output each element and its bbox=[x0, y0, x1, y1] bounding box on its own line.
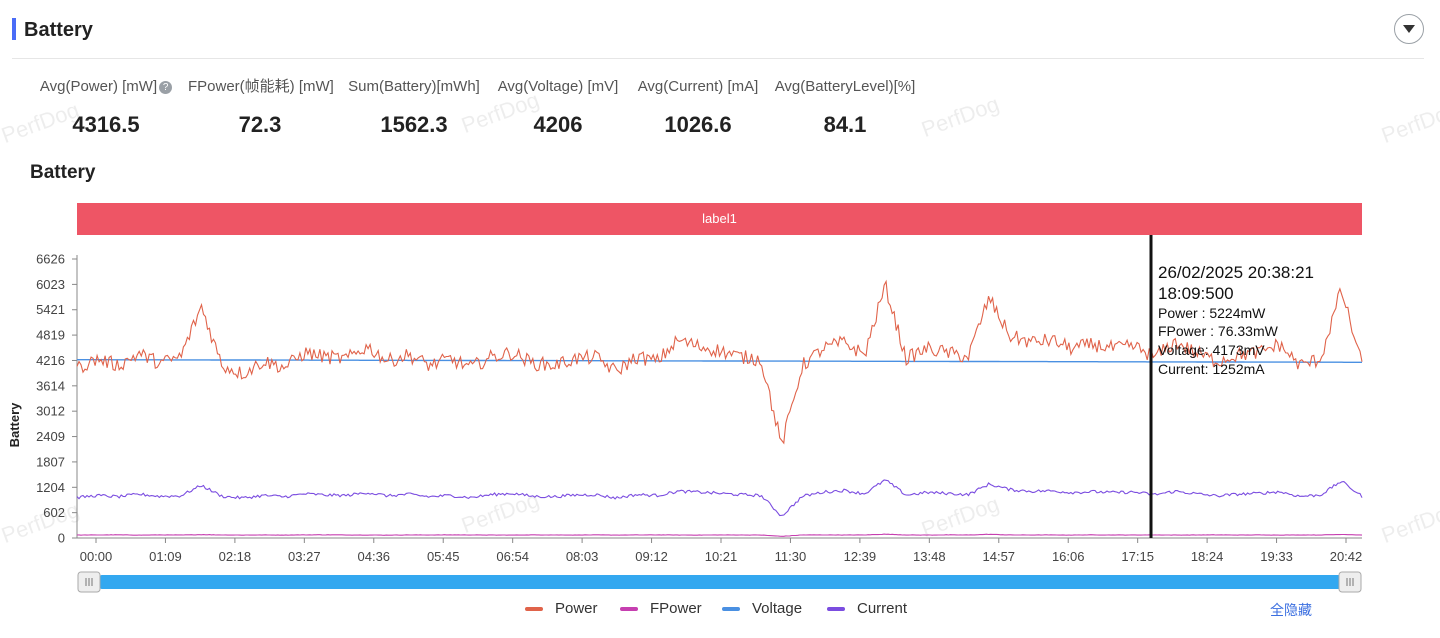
legend-item-fpower[interactable]: FPower bbox=[620, 600, 702, 617]
label-band-text: label1 bbox=[702, 211, 737, 226]
x-tick-label: 03:27 bbox=[288, 549, 321, 564]
stat-value: 84.1 bbox=[823, 112, 867, 137]
stat-avg-battery-level: Avg(BatteryLevel)[%] 84.1 bbox=[774, 76, 916, 138]
section-header: Battery bbox=[12, 14, 1424, 59]
y-tick-label: 3012 bbox=[36, 404, 65, 419]
stat-avg-current: Avg(Current) [mA] 1026.6 bbox=[636, 76, 760, 138]
stat-label: FPower(帧能耗) [mW] bbox=[188, 78, 334, 95]
y-axis-label: Battery bbox=[7, 402, 22, 448]
tooltip-line: Voltage: 4173mV bbox=[1158, 342, 1265, 358]
x-tick-label: 13:48 bbox=[913, 549, 946, 564]
x-tick-label: 06:54 bbox=[496, 549, 529, 564]
y-tick-label: 3614 bbox=[36, 378, 65, 393]
x-tick-label: 01:09 bbox=[149, 549, 182, 564]
stat-avg-power: Avg(Power) [mW]? 4316.5 bbox=[38, 76, 174, 138]
x-tick-label: 12:39 bbox=[844, 549, 877, 564]
stat-avg-voltage: Avg(Voltage) [mV] 4206 bbox=[496, 76, 620, 138]
stat-fpower: FPower(帧能耗) [mW] 72.3 bbox=[188, 76, 334, 138]
legend-swatch bbox=[827, 606, 845, 611]
stat-sum-battery: Sum(Battery)[mWh] 1562.3 bbox=[346, 76, 482, 138]
stat-value: 72.3 bbox=[238, 112, 282, 137]
x-tick-label: 05:45 bbox=[427, 549, 460, 564]
stat-label: Avg(BatteryLevel)[%] bbox=[774, 78, 916, 95]
chart-legend: Power FPower Voltage Current bbox=[0, 600, 1440, 622]
series-line-current bbox=[76, 479, 1363, 517]
series-line-power bbox=[76, 279, 1363, 445]
legend-label: FPower bbox=[650, 600, 702, 617]
tooltip-line: Current: 1252mA bbox=[1158, 361, 1265, 377]
stat-value: 1026.6 bbox=[664, 112, 732, 137]
collapse-button[interactable] bbox=[1394, 14, 1424, 44]
y-tick-label: 0 bbox=[58, 531, 65, 546]
tooltip-line: FPower : 76.33mW bbox=[1158, 323, 1279, 339]
y-tick-label: 6023 bbox=[36, 277, 65, 292]
chevron-down-icon bbox=[1403, 25, 1415, 33]
y-tick-label: 602 bbox=[43, 505, 65, 520]
x-tick-label: 09:12 bbox=[635, 549, 668, 564]
stat-value: 4316.5 bbox=[72, 112, 140, 137]
stat-value: 4206 bbox=[533, 112, 583, 137]
tooltip-line: Power : 5224mW bbox=[1158, 305, 1266, 321]
section-accent-bar bbox=[12, 18, 16, 40]
watermark: PerfDog bbox=[1377, 96, 1440, 149]
x-tick-label: 20:42 bbox=[1330, 549, 1363, 564]
legend-item-current[interactable]: Current bbox=[827, 600, 907, 617]
legend-label: Current bbox=[857, 600, 908, 617]
chart-title: Battery bbox=[30, 162, 96, 183]
legend-swatch bbox=[620, 606, 638, 611]
section-title: Battery bbox=[24, 19, 93, 41]
hide-all-link[interactable]: 全隐藏 bbox=[1270, 602, 1312, 618]
stat-value: 1562.3 bbox=[380, 112, 448, 137]
y-tick-label: 4216 bbox=[36, 353, 65, 368]
y-tick-label: 1204 bbox=[36, 480, 65, 495]
stat-label: Sum(Battery)[mWh] bbox=[348, 78, 480, 95]
x-tick-label: 17:15 bbox=[1121, 549, 1154, 564]
stat-label: Avg(Voltage) [mV] bbox=[497, 78, 619, 95]
x-tick-label: 00:00 bbox=[80, 549, 113, 564]
y-tick-label: 6626 bbox=[36, 252, 65, 267]
y-tick-label: 2409 bbox=[36, 429, 65, 444]
legend-item-power[interactable]: Power bbox=[525, 600, 598, 617]
label-band bbox=[77, 203, 1362, 235]
battery-chart[interactable]: label1 0 602 1204 1807 2409 3012 3614 4216 4819 5… bbox=[0, 195, 1440, 595]
legend-swatch bbox=[722, 606, 740, 611]
legend-label: Voltage bbox=[752, 600, 803, 617]
legend-swatch bbox=[525, 606, 543, 611]
legend-label: Power bbox=[555, 600, 598, 617]
tooltip-line: 26/02/2025 20:38:21 bbox=[1158, 263, 1314, 282]
x-tick-label: 08:03 bbox=[566, 549, 599, 564]
x-tick-label: 04:36 bbox=[358, 549, 391, 564]
tooltip-line: 18:09:500 bbox=[1158, 284, 1234, 303]
series-line-fpower bbox=[76, 533, 1363, 537]
x-tick-label: 16:06 bbox=[1052, 549, 1085, 564]
x-tick-label: 18:24 bbox=[1191, 549, 1224, 564]
watermark: PerfDog bbox=[917, 90, 1003, 143]
x-tick-label: 19:33 bbox=[1260, 549, 1293, 564]
y-tick-label: 5421 bbox=[36, 302, 65, 317]
stat-label: Avg(Power) [mW] bbox=[39, 78, 158, 95]
range-slider-track[interactable] bbox=[100, 575, 1340, 589]
legend-item-voltage[interactable]: Voltage bbox=[722, 600, 802, 617]
tooltip: 26/02/2025 20:38:21 18:09:500 Power : 5224… bbox=[1158, 263, 1314, 377]
series-line-voltage bbox=[77, 358, 1362, 364]
x-tick-label: 10:21 bbox=[705, 549, 738, 564]
x-tick-label: 14:57 bbox=[983, 549, 1016, 564]
stat-label: Avg(Current) [mA] bbox=[637, 78, 759, 95]
help-icon[interactable]: ? bbox=[159, 81, 173, 94]
y-tick-label: 1807 bbox=[36, 454, 65, 469]
x-tick-label: 11:30 bbox=[775, 549, 807, 564]
range-slider[interactable] bbox=[77, 571, 1362, 593]
x-tick-label: 02:18 bbox=[219, 549, 252, 564]
y-tick-label: 4819 bbox=[36, 328, 65, 343]
